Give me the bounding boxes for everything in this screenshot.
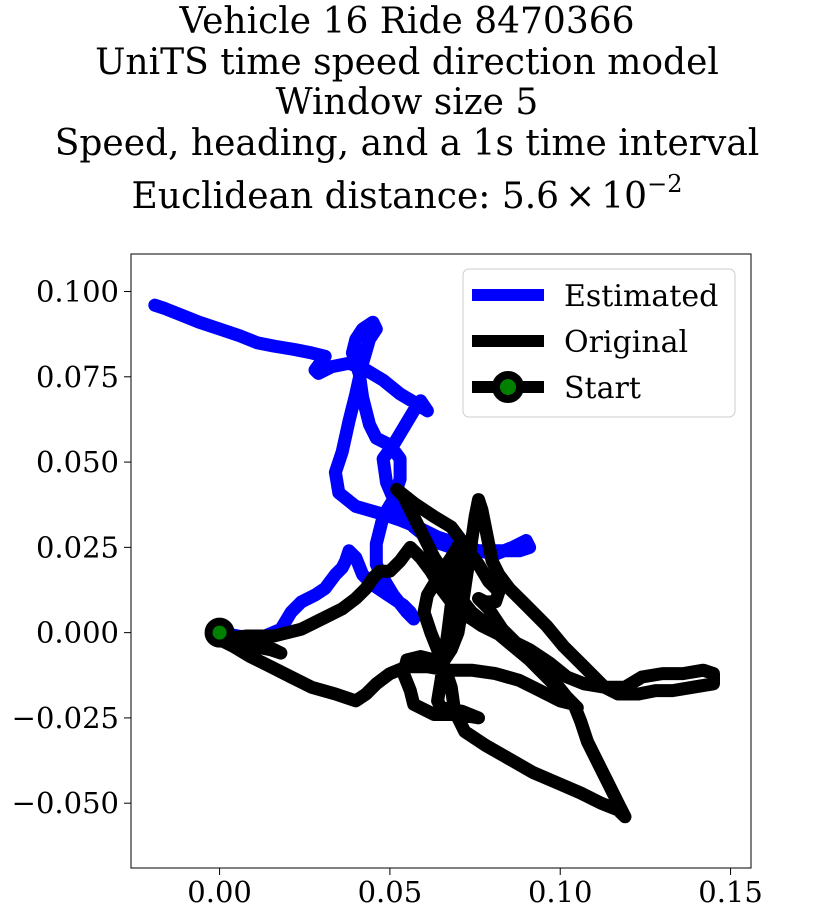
x-tick-label: 0.15 xyxy=(698,875,763,909)
x-tick-label: 0.05 xyxy=(358,875,423,909)
title-line-1: Vehicle 16 Ride 8470366 xyxy=(179,1,635,42)
title-metric-times: × xyxy=(565,176,596,217)
chart-title: Vehicle 16 Ride 8470366 UniTS time speed… xyxy=(0,1,814,218)
title-line-4: Speed, heading, and a 1s time interval xyxy=(54,122,760,164)
x-tick-label: 0.00 xyxy=(187,875,252,909)
legend-box xyxy=(462,268,736,418)
x-axis: 0.00 0.05 0.10 0.15 xyxy=(187,868,763,909)
title-metric-base: 10 xyxy=(601,176,648,217)
legend-label-estimated: Estimated xyxy=(564,279,718,314)
title-line-2: UniTS time speed direction model xyxy=(95,41,719,83)
y-tick-label: −0.050 xyxy=(12,786,119,820)
title-line-5: Euclidean distance: 5.6 × 10−2 xyxy=(0,164,814,218)
x-tick-label: 0.10 xyxy=(528,875,593,909)
series-line-original xyxy=(213,482,720,824)
legend-label-original: Original xyxy=(564,325,688,360)
title-metric-prefix: Euclidean distance: xyxy=(131,176,502,217)
start-marker xyxy=(204,617,235,648)
series-layer xyxy=(148,298,720,824)
series-line-estimated xyxy=(148,298,537,646)
y-tick-label: 0.100 xyxy=(36,275,119,309)
y-axis: −0.050 −0.025 0.000 0.025 0.050 0.075 0.100 xyxy=(12,275,131,820)
legend-swatch-start-marker xyxy=(492,371,524,403)
y-tick-label: 0.050 xyxy=(36,445,119,479)
legend: Estimated Original Start xyxy=(462,268,736,418)
legend-label-start: Start xyxy=(564,371,641,406)
y-tick-label: 0.075 xyxy=(36,360,119,394)
y-tick-label: 0.025 xyxy=(36,530,119,564)
title-line-3: Window size 5 xyxy=(275,82,539,123)
title-metric-exponent: −2 xyxy=(647,170,683,198)
y-tick-label: −0.025 xyxy=(12,701,119,735)
title-metric-mantissa: 5.6 xyxy=(501,176,560,217)
plot-frame xyxy=(130,253,752,869)
y-tick-label: 0.000 xyxy=(36,616,119,650)
